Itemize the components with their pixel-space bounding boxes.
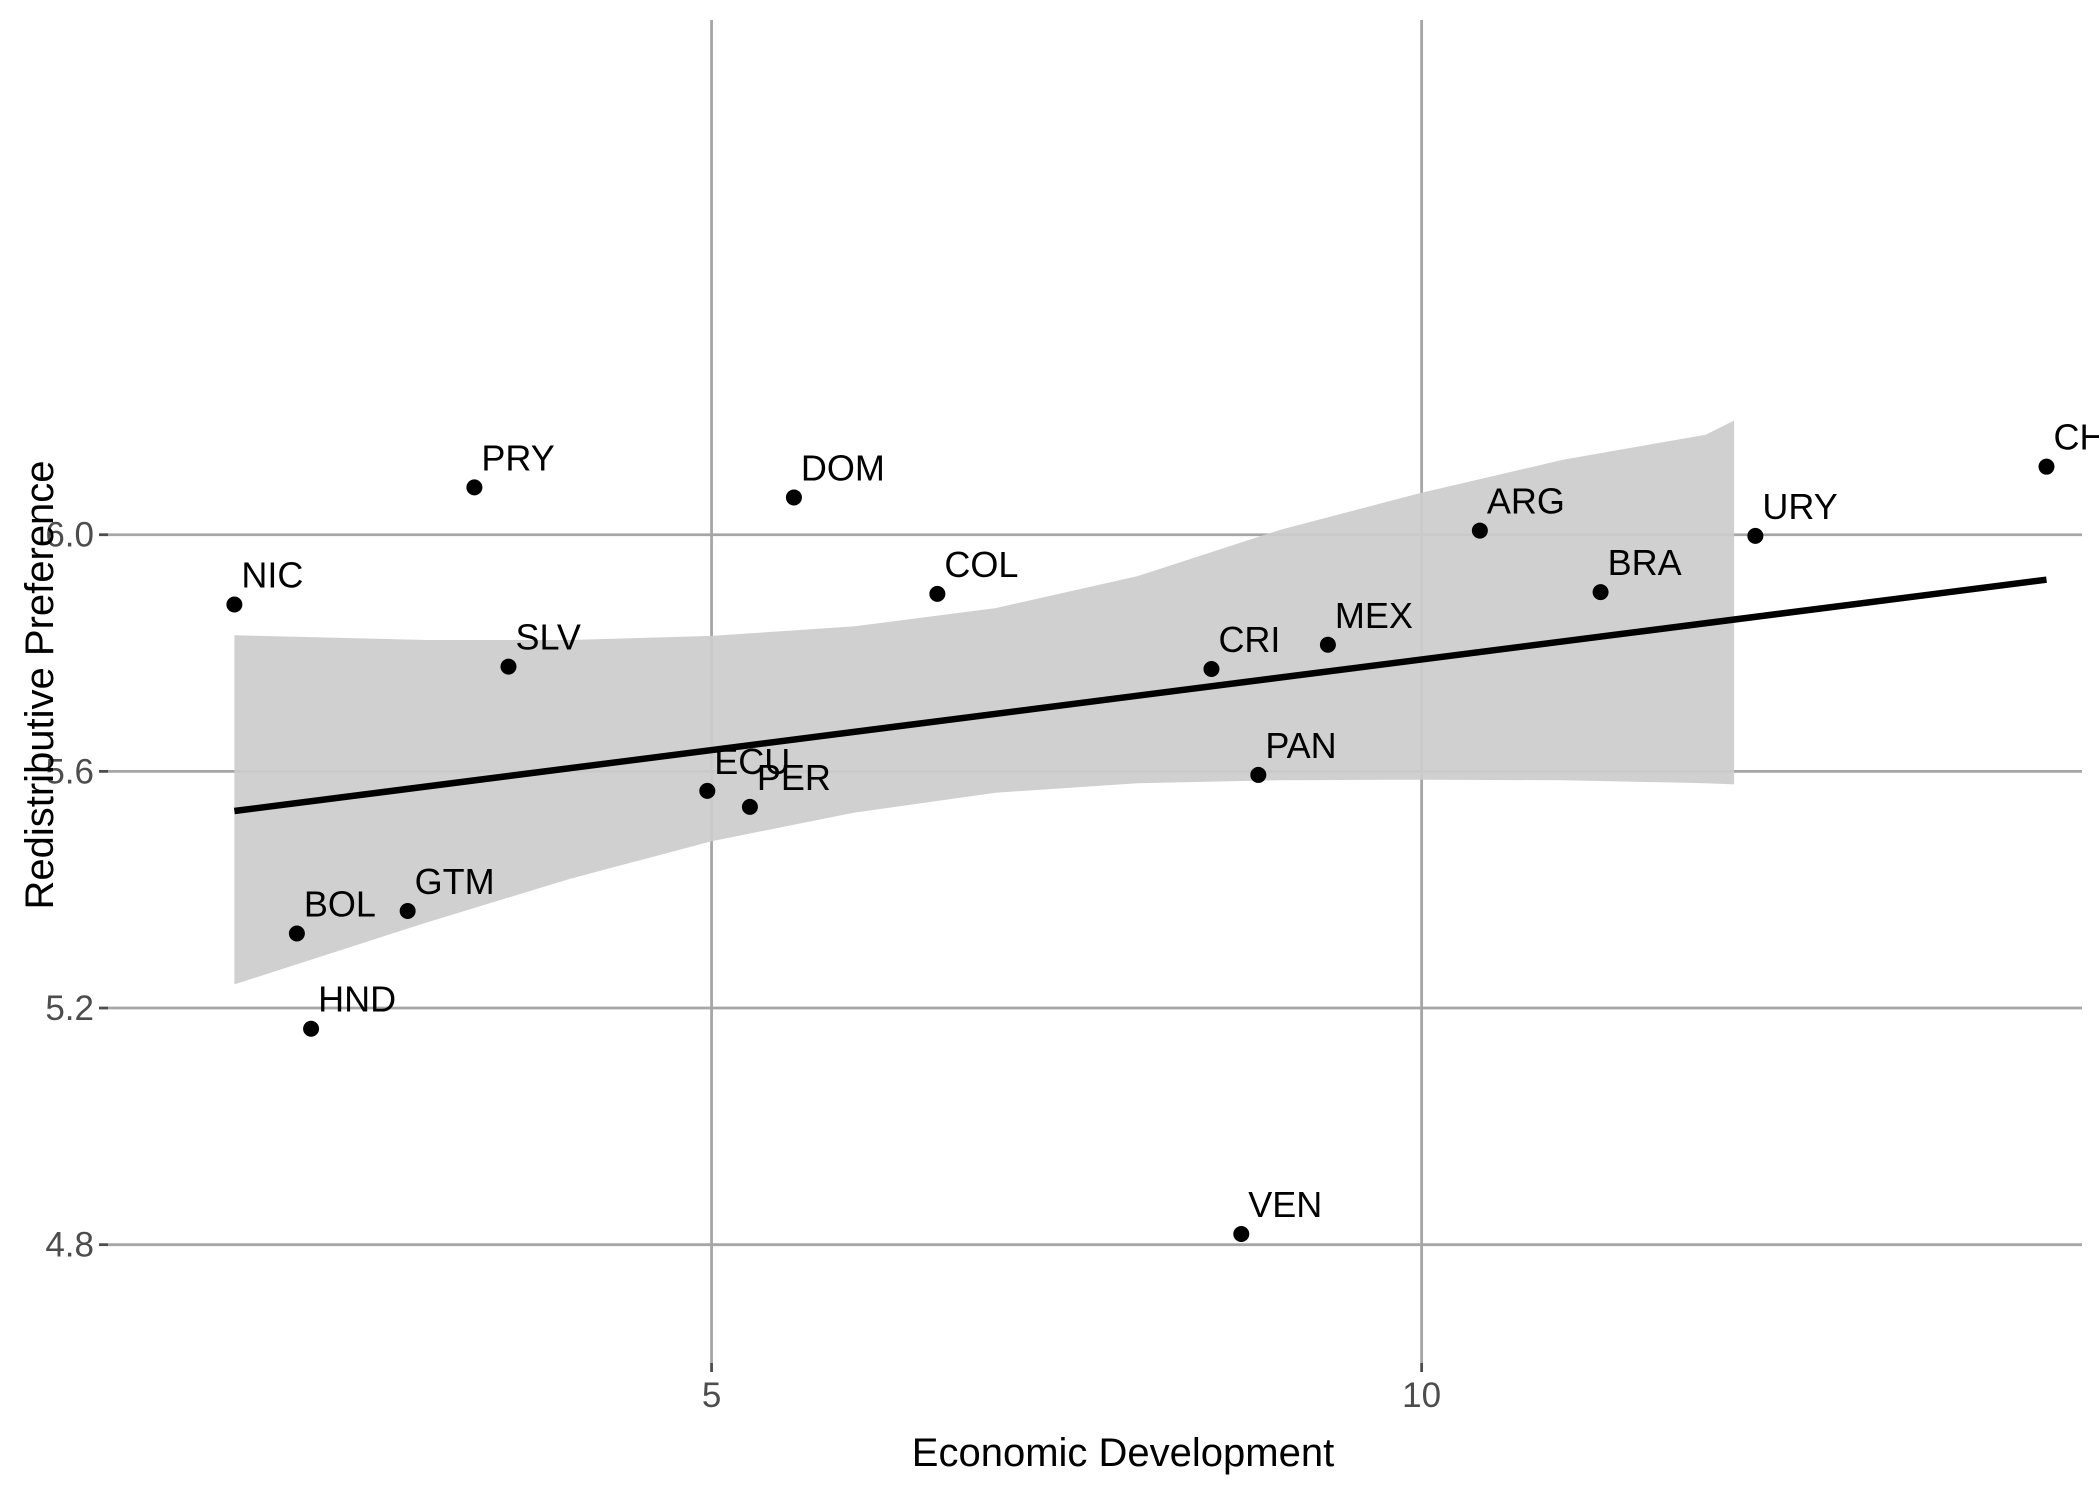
point-label-gtm: GTM — [415, 861, 495, 902]
data-point-slv — [500, 658, 517, 675]
data-point-per — [741, 798, 758, 815]
point-label-ury: URY — [1762, 486, 1837, 527]
point-label-cri: CRI — [1218, 619, 1280, 660]
fit-line-layer — [233, 576, 2047, 815]
data-point-bra — [1592, 584, 1609, 601]
data-points-layer — [226, 458, 2055, 1243]
data-point-ven — [1233, 1226, 1250, 1243]
point-label-bra: BRA — [1608, 542, 1682, 583]
data-point-arg — [1471, 522, 1488, 539]
point-label-slv: SLV — [515, 617, 580, 658]
y-axis-title: Redistributive Preference — [18, 460, 62, 909]
x-axis-title: Economic Development — [912, 1431, 1334, 1475]
point-label-dom: DOM — [801, 447, 885, 488]
confidence-band-layer — [234, 420, 1735, 985]
data-point-ury — [1747, 527, 1764, 544]
data-point-dom — [785, 489, 802, 506]
x-tick-label-10: 10 — [1402, 1376, 1441, 1415]
data-point-col — [929, 585, 946, 602]
y-tick-label-6.0: 6.0 — [45, 516, 94, 555]
x-tick-label-5: 5 — [702, 1376, 721, 1415]
point-label-arg: ARG — [1487, 481, 1565, 522]
y-tick-label-5.2: 5.2 — [45, 989, 94, 1028]
data-point-pry — [466, 479, 483, 496]
regression-line — [233, 576, 2047, 815]
point-label-ven: VEN — [1248, 1184, 1322, 1225]
data-point-ecu — [699, 782, 716, 799]
point-label-per: PER — [757, 757, 831, 798]
y-tick-label-4.8: 4.8 — [45, 1226, 94, 1265]
point-label-col: COL — [944, 544, 1018, 585]
data-point-nic — [226, 596, 243, 613]
point-label-ecu: ECU — [714, 741, 790, 782]
data-point-pan — [1250, 766, 1267, 783]
point-label-nic: NIC — [241, 555, 303, 596]
point-label-hnd: HND — [318, 979, 396, 1020]
data-point-bol — [288, 925, 305, 942]
data-point-gtm — [399, 902, 416, 919]
data-point-hnd — [303, 1020, 320, 1037]
point-label-mex: MEX — [1335, 595, 1413, 636]
point-label-pan: PAN — [1265, 725, 1336, 766]
point-label-bol: BOL — [304, 883, 376, 924]
data-point-chl — [2038, 458, 2055, 475]
point-label-pry: PRY — [481, 437, 554, 478]
axes-layer: 5 10 4.8 5.2 5.6 6.0 — [45, 516, 1441, 1415]
point-labels-layer: CHL PRY DOM ARG URY BRA COL NIC MEX SLV CRI PAN ECUP… — [241, 417, 2099, 1225]
confidence-band — [234, 420, 1735, 985]
data-point-mex — [1319, 636, 1336, 653]
data-point-cri — [1203, 661, 1220, 678]
point-label-chl: CHL — [2053, 417, 2099, 458]
y-tick-label-5.6: 5.6 — [45, 752, 94, 791]
